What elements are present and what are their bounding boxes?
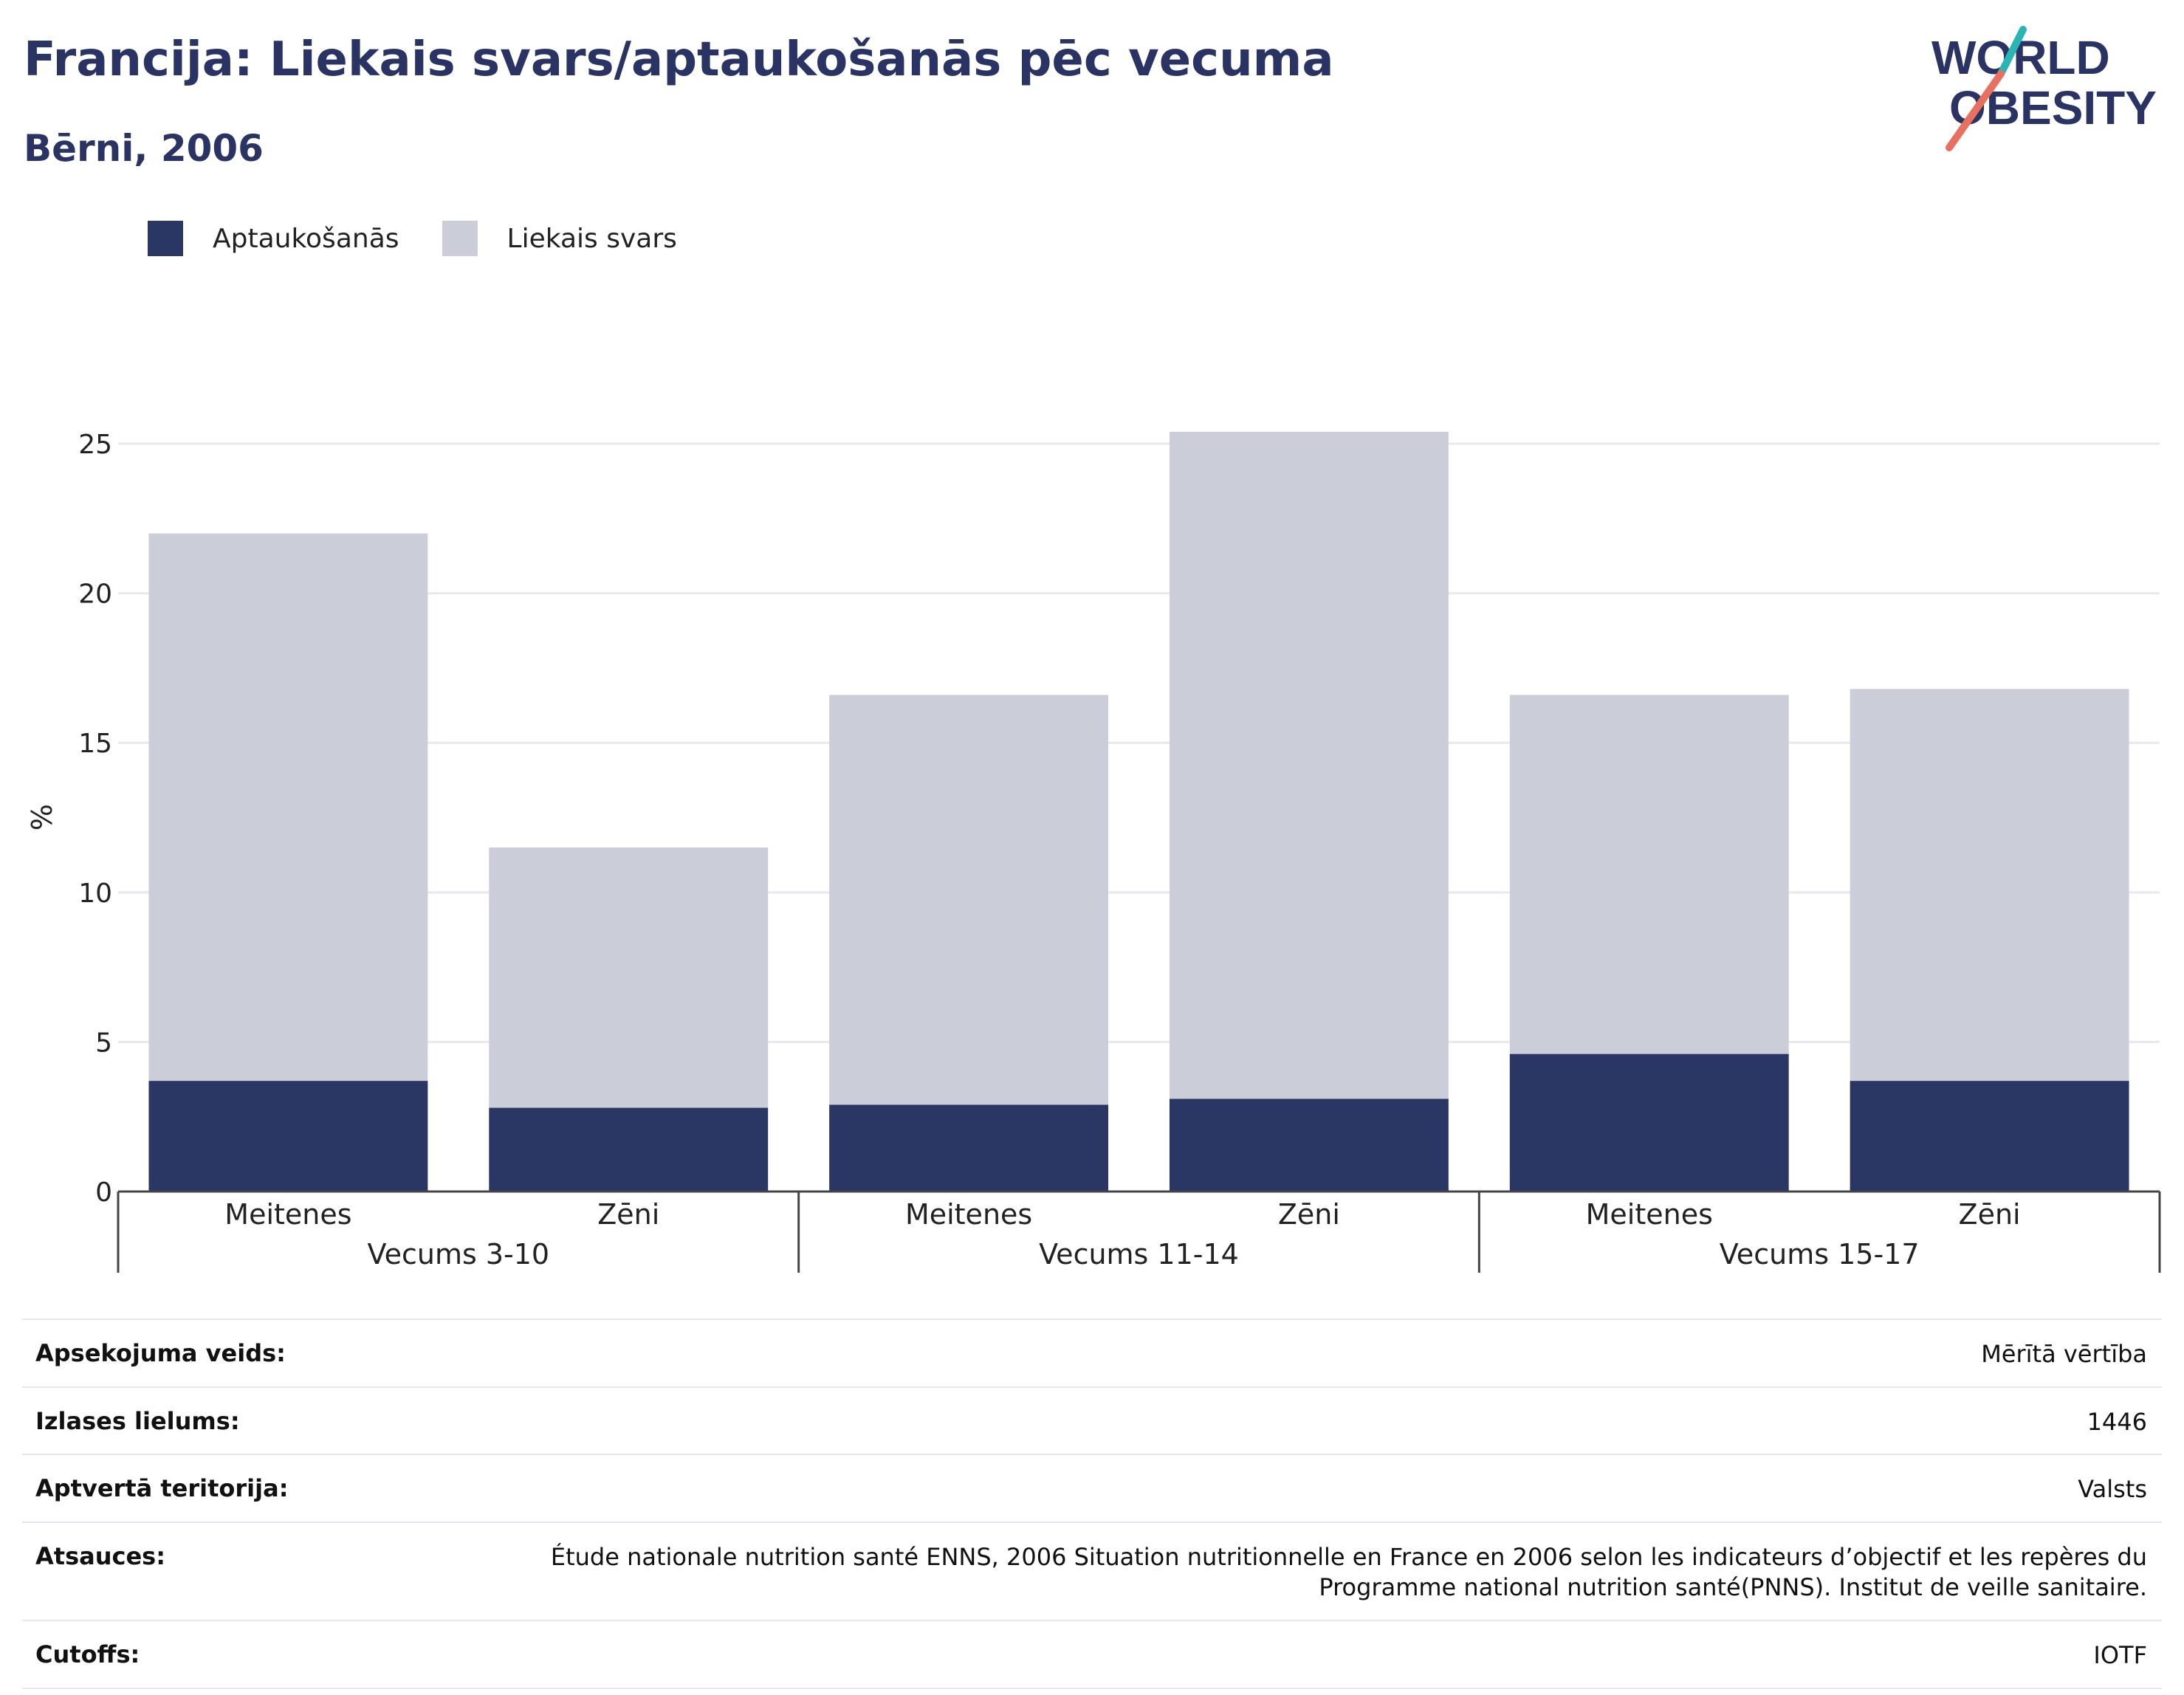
y-tick-label: 0 xyxy=(95,1177,112,1208)
meta-row-references: Atsauces: Étude nationale nutrition sant… xyxy=(22,1521,2162,1620)
world-obesity-logo: WORLD OBESITY xyxy=(1931,26,2157,151)
x-tick-label: Meitenes xyxy=(905,1198,1032,1231)
x-tick-label: Zēni xyxy=(1278,1198,1340,1231)
meta-label-coverage: Aptvertā teritorija: xyxy=(35,1474,289,1503)
meta-value-survey-type: Mērītā vērtība xyxy=(1981,1340,2147,1368)
bar-segment-overweight xyxy=(1169,431,1449,1099)
bar-segment-obesity xyxy=(829,1104,1109,1192)
y-tick-label: 10 xyxy=(78,879,112,909)
x-tick-label: Zēni xyxy=(597,1198,659,1231)
group-label: Vecums 15-17 xyxy=(1720,1238,1920,1271)
meta-value-sample-size: 1446 xyxy=(2087,1407,2147,1436)
meta-label-survey-type: Apsekojuma veids: xyxy=(35,1339,286,1367)
bar-segment-overweight xyxy=(1850,689,2129,1082)
meta-label-sample-size: Izlases lielums: xyxy=(35,1406,240,1435)
logo-line-2: OBESITY xyxy=(1949,81,2157,134)
y-tick-label: 25 xyxy=(78,430,112,460)
y-tick-label: 15 xyxy=(78,729,112,759)
bar-segment-overweight xyxy=(1509,695,1789,1054)
stacked-bar-chart: 0 5 10 15 20 25% Meitenes Zēni Meitenes Zēni Meite… xyxy=(26,430,2161,1273)
group-label: Vecums 11-14 xyxy=(1039,1238,1239,1271)
metadata-table: Apsekojuma veids: Mērītā vērtība Izlases… xyxy=(22,1318,2162,1689)
y-tick-label: 20 xyxy=(78,580,112,610)
meta-value-references: Étude nationale nutrition santé ENNS, 20… xyxy=(550,1542,2147,1602)
meta-row-cutoffs: Cutoffs: IOTF xyxy=(22,1619,2162,1689)
logo-slash-coral xyxy=(1946,70,2005,151)
x-tick-label: Meitenes xyxy=(224,1198,351,1231)
meta-row-sample-size: Izlases lielums: 1446 xyxy=(22,1386,2162,1454)
bar-segment-overweight xyxy=(148,533,428,1082)
legend-label-obesity: Aptaukošanās xyxy=(213,223,399,254)
bar-segment-obesity xyxy=(1509,1053,1789,1192)
x-tick-label: Zēni xyxy=(1959,1198,2021,1231)
meta-value-cutoffs: IOTF xyxy=(2093,1640,2147,1669)
legend-item-overweight[interactable]: Liekais svars xyxy=(442,221,677,256)
legend-swatch-obesity xyxy=(148,221,183,256)
meta-label-cutoffs: Cutoffs: xyxy=(35,1640,140,1668)
bar-segment-obesity xyxy=(1169,1099,1449,1192)
meta-label-references: Atsauces: xyxy=(35,1541,165,1570)
legend-item-obesity[interactable]: Aptaukošanās xyxy=(148,221,399,256)
meta-row-coverage: Aptvertā teritorija: Valsts xyxy=(22,1454,2162,1522)
meta-row-survey-type: Apsekojuma veids: Mērītā vērtība xyxy=(22,1318,2162,1386)
logo-slash-teal xyxy=(1997,26,2027,78)
chart-title: Francija: Liekais svars/aptaukošanās pēc… xyxy=(24,32,1334,87)
group-label: Vecums 3-10 xyxy=(368,1238,550,1271)
bar-segment-overweight xyxy=(489,848,769,1108)
x-tick-label: Meitenes xyxy=(1586,1198,1713,1231)
y-axis-label: % xyxy=(26,804,58,831)
y-tick-label: 5 xyxy=(95,1028,112,1058)
bar-segment-obesity xyxy=(1850,1081,2129,1192)
bar-segment-obesity xyxy=(489,1107,769,1192)
legend-swatch-overweight xyxy=(442,221,478,256)
meta-value-coverage: Valsts xyxy=(2078,1475,2147,1504)
chart-subtitle: Bērni, 2006 xyxy=(24,127,264,170)
chart-legend: Aptaukošanās Liekais svars xyxy=(148,220,720,257)
bar-segment-overweight xyxy=(829,695,1109,1105)
legend-label-overweight: Liekais svars xyxy=(506,223,677,254)
bar-segment-obesity xyxy=(148,1081,428,1192)
